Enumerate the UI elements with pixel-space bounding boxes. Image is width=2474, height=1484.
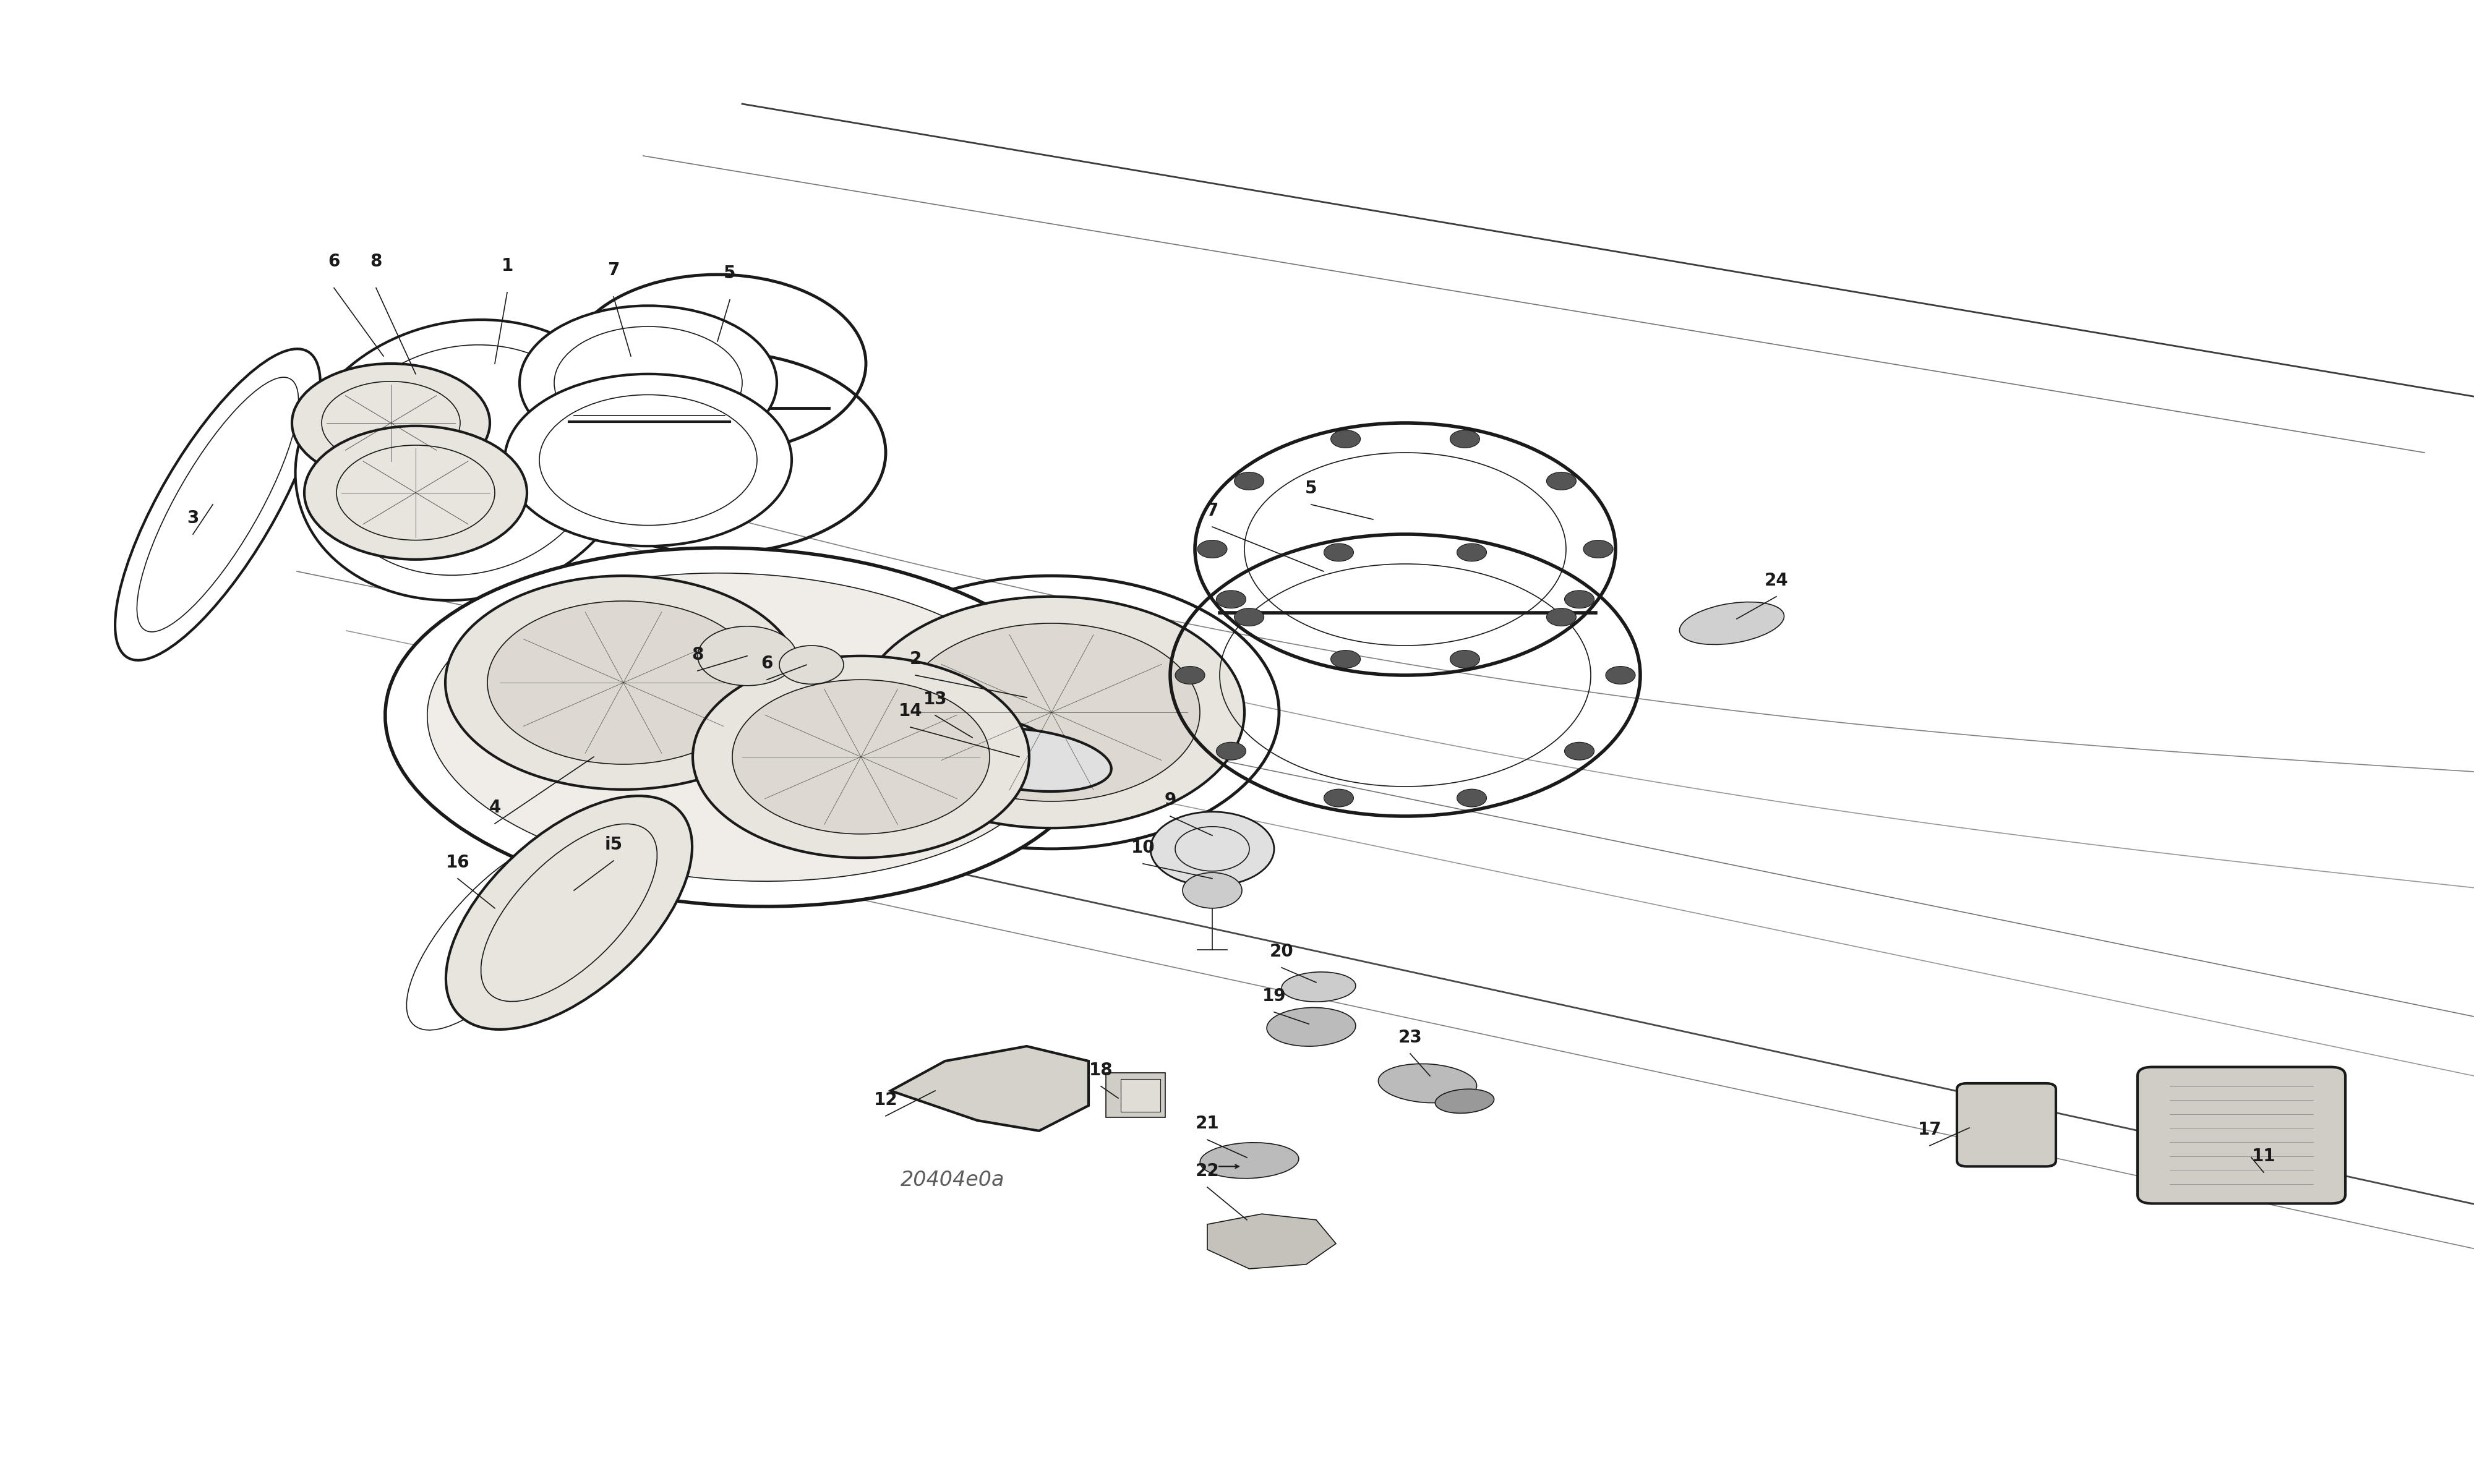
Circle shape [1183,873,1242,908]
Circle shape [487,601,760,764]
Circle shape [1235,472,1264,490]
Circle shape [1457,789,1487,807]
Ellipse shape [294,319,636,601]
Ellipse shape [1435,1089,1494,1113]
Text: 18: 18 [1089,1061,1113,1079]
Text: 10: 10 [1131,838,1155,856]
FancyBboxPatch shape [1106,1073,1165,1117]
Ellipse shape [406,840,584,1030]
Text: 22: 22 [1195,1162,1220,1180]
Circle shape [1175,666,1205,684]
Text: 24: 24 [1764,571,1789,589]
Circle shape [698,626,797,686]
Polygon shape [1207,1214,1336,1269]
Circle shape [1450,650,1479,668]
Circle shape [1457,543,1487,561]
Text: 21: 21 [1195,1114,1220,1132]
Circle shape [1217,742,1247,760]
Text: 6: 6 [762,654,772,672]
FancyBboxPatch shape [1121,1079,1160,1112]
Text: 19: 19 [1262,987,1286,1005]
Ellipse shape [1680,603,1784,644]
Text: 20404e0a: 20404e0a [901,1169,1004,1190]
Circle shape [732,680,990,834]
Ellipse shape [445,795,693,1030]
Ellipse shape [520,306,777,460]
Circle shape [1324,543,1353,561]
Text: 20: 20 [1269,942,1294,960]
Ellipse shape [1282,972,1356,1002]
Circle shape [1331,430,1361,448]
Ellipse shape [386,548,1098,907]
Text: 7: 7 [1207,502,1217,519]
Text: 23: 23 [1398,1028,1423,1046]
Ellipse shape [901,714,1054,770]
Text: 4: 4 [490,798,500,816]
Circle shape [1564,591,1593,608]
Text: 12: 12 [873,1091,898,1109]
Circle shape [1235,608,1264,626]
Ellipse shape [943,729,1111,791]
Text: 9: 9 [1165,791,1175,809]
Circle shape [1546,608,1576,626]
Circle shape [1217,591,1247,608]
Ellipse shape [505,374,792,546]
Circle shape [1324,789,1353,807]
Text: 3: 3 [188,509,198,527]
Text: 17: 17 [1917,1120,1942,1138]
Ellipse shape [1267,1008,1356,1046]
Circle shape [779,646,844,684]
Text: 2: 2 [910,650,920,668]
Circle shape [1197,540,1227,558]
Text: 14: 14 [898,702,923,720]
Circle shape [1606,666,1635,684]
Circle shape [903,623,1200,801]
Text: 5: 5 [1306,479,1316,497]
Text: 6: 6 [329,252,339,270]
Circle shape [292,364,490,482]
Text: 8: 8 [693,646,703,663]
Ellipse shape [1378,1064,1477,1103]
Circle shape [1331,650,1361,668]
Text: 16: 16 [445,853,470,871]
Text: 5: 5 [725,264,735,282]
Polygon shape [891,1046,1089,1131]
Ellipse shape [428,573,1056,881]
Text: 8: 8 [371,252,381,270]
Ellipse shape [1200,1143,1299,1178]
Text: 13: 13 [923,690,948,708]
Circle shape [304,426,527,559]
Circle shape [1150,812,1274,886]
Text: 11: 11 [2251,1147,2276,1165]
Text: i5: i5 [604,835,623,853]
Ellipse shape [116,349,319,660]
Text: 7: 7 [609,261,618,279]
Text: 1: 1 [502,257,512,275]
Circle shape [1583,540,1613,558]
Circle shape [1564,742,1593,760]
Circle shape [1546,472,1576,490]
FancyBboxPatch shape [2138,1067,2345,1204]
FancyBboxPatch shape [1957,1083,2056,1166]
Circle shape [445,576,802,789]
Circle shape [1450,430,1479,448]
Ellipse shape [950,741,1153,818]
Circle shape [858,597,1244,828]
Circle shape [693,656,1029,858]
